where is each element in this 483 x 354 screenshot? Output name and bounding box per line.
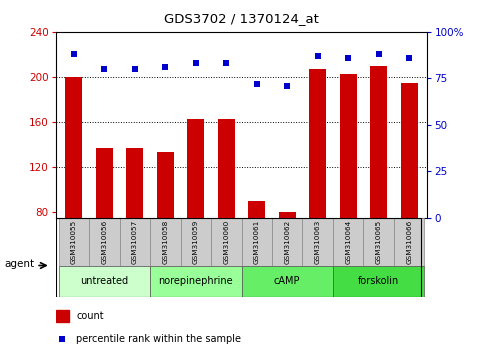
Text: GSM310057: GSM310057 [132, 219, 138, 264]
Text: GSM310056: GSM310056 [101, 219, 107, 264]
Bar [363, 218, 394, 266]
Bar [370, 65, 387, 218]
Bar [58, 266, 150, 297]
Bar [333, 266, 425, 297]
Text: GSM310058: GSM310058 [162, 219, 168, 264]
Bar [66, 77, 82, 218]
Text: agent: agent [5, 259, 35, 269]
Bar [272, 218, 302, 266]
Text: GSM310064: GSM310064 [345, 219, 351, 264]
Text: GDS3702 / 1370124_at: GDS3702 / 1370124_at [164, 12, 319, 25]
Bar [56, 310, 69, 322]
Bar [150, 218, 181, 266]
Bar [218, 119, 235, 218]
Bar [340, 74, 356, 218]
Bar [333, 218, 363, 266]
Text: norepinephrine: norepinephrine [158, 276, 233, 286]
Bar [302, 218, 333, 266]
Bar [120, 218, 150, 266]
Bar [150, 266, 242, 297]
Text: GSM310063: GSM310063 [315, 219, 321, 264]
Bar [401, 82, 417, 218]
Bar [127, 148, 143, 218]
Bar [309, 69, 326, 218]
Bar [89, 218, 120, 266]
Text: count: count [76, 311, 104, 321]
Text: percentile rank within the sample: percentile rank within the sample [76, 334, 241, 344]
Text: GSM310062: GSM310062 [284, 219, 290, 264]
Text: GSM310065: GSM310065 [376, 219, 382, 264]
Bar [394, 218, 425, 266]
Bar [242, 218, 272, 266]
Bar [96, 148, 113, 218]
Text: GSM310066: GSM310066 [406, 219, 412, 264]
Bar [181, 218, 211, 266]
Text: forskolin: forskolin [358, 276, 399, 286]
Bar [58, 218, 89, 266]
Text: GSM310060: GSM310060 [223, 219, 229, 264]
Bar [187, 119, 204, 218]
Text: cAMP: cAMP [274, 276, 300, 286]
Bar [211, 218, 242, 266]
Bar [279, 212, 296, 218]
Bar [248, 201, 265, 218]
Text: GSM310059: GSM310059 [193, 219, 199, 264]
Text: GSM310055: GSM310055 [71, 219, 77, 264]
Text: GSM310061: GSM310061 [254, 219, 260, 264]
Text: untreated: untreated [80, 276, 128, 286]
Bar [157, 152, 174, 218]
Bar [242, 266, 333, 297]
